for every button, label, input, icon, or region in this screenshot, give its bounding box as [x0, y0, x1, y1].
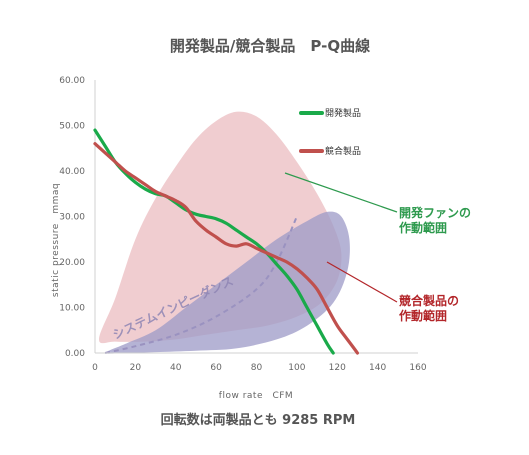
series-line-dev — [93, 128, 335, 355]
x-tick-label: 160 — [409, 363, 426, 373]
chart-title: 開発製品/競合製品 P-Q曲線 — [170, 37, 370, 55]
legend-label: 開発製品 — [325, 107, 361, 119]
x-tick-label: 80 — [251, 363, 263, 373]
plot-series — [93, 128, 359, 355]
annotation-text: 開発ファンの作動範囲 — [399, 205, 471, 235]
y-tick-label: 50.00 — [59, 122, 85, 132]
y-tick-label: 10.00 — [59, 304, 85, 314]
region-competitor — [105, 211, 350, 354]
annotation-line: 競合製品の — [399, 293, 459, 308]
legend-label: 競合製品 — [325, 145, 361, 157]
x-axis-label: flow rate CFM — [219, 391, 293, 401]
y-tick-label: 40.00 — [59, 167, 85, 177]
y-tick-label: 20.00 — [59, 258, 85, 268]
x-tick-label: 0 — [92, 363, 98, 373]
plot-regions — [99, 111, 350, 354]
plot-axes — [94, 80, 418, 354]
x-tick-label: 120 — [329, 363, 346, 373]
annotation-text: 競合製品の作動範囲 — [399, 293, 459, 323]
y-tick-label: 60.00 — [59, 76, 85, 86]
annotation-line: 作動範囲 — [399, 308, 447, 323]
annotation-line: 開発ファンの — [399, 205, 471, 220]
x-tick-label: 140 — [369, 363, 386, 373]
chart-footer: 回転数は両製品とも 9285 RPM — [161, 412, 356, 428]
x-tick-label: 60 — [210, 363, 222, 373]
series-line-competitor — [93, 142, 359, 355]
x-tick-label: 100 — [288, 363, 305, 373]
plot-ticks: 0 20 40 60 80 100 120 140 160 0.00 10.00 20.00 30.00… — [59, 76, 427, 373]
x-tick-label: 40 — [170, 363, 182, 373]
x-tick-label: 20 — [130, 363, 142, 373]
annotation-pointer — [284, 172, 398, 213]
annotation-pointer — [326, 261, 398, 303]
y-tick-label: 30.00 — [59, 213, 85, 223]
annotation-line: 作動範囲 — [399, 220, 447, 235]
y-tick-label: 0.00 — [65, 349, 85, 359]
y-axis-label: static pressure mmaq — [51, 183, 61, 297]
